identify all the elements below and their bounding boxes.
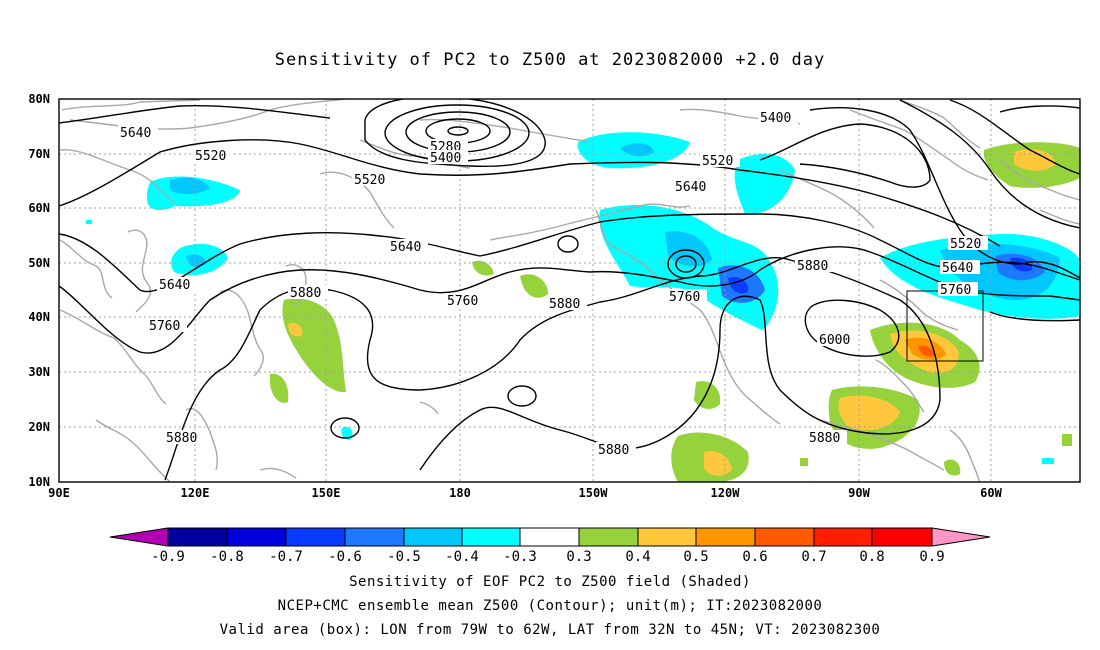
colorbar-bin bbox=[637, 527, 697, 547]
contour-label: 5520 bbox=[195, 149, 226, 164]
lat-label-70n: 70N bbox=[28, 147, 50, 161]
colorbar-right-arrow bbox=[931, 527, 991, 547]
contour-label: 5640 bbox=[675, 180, 706, 195]
colorbar-bin bbox=[344, 527, 405, 547]
colorbar-bin bbox=[813, 527, 873, 547]
contour-label: 5880 bbox=[549, 297, 580, 312]
colorbar-bin bbox=[167, 527, 228, 547]
contour-label: 5400 bbox=[760, 111, 791, 126]
colorbar-bin bbox=[226, 527, 287, 547]
lon-label-150w: 150W bbox=[579, 486, 609, 500]
footer-line-contour: NCEP+CMC ensemble mean Z500 (Contour); u… bbox=[277, 598, 823, 614]
lat-label-60n: 60N bbox=[28, 201, 50, 215]
lat-label-40n: 40N bbox=[28, 310, 50, 324]
colorbar-left-arrow bbox=[109, 527, 169, 547]
colorbar-label: 0.3 bbox=[566, 549, 591, 565]
coastlines bbox=[59, 99, 1080, 482]
colorbar-label: 0.5 bbox=[683, 549, 708, 565]
colorbar: -0.9 -0.8 -0.7 -0.6 -0.5 -0.4 -0.3 0.3 0… bbox=[109, 527, 991, 565]
lon-label-120e: 120E bbox=[181, 486, 210, 500]
colorbar-bin bbox=[578, 527, 639, 547]
colorbar-label: -0.7 bbox=[269, 549, 303, 565]
colorbar-bin bbox=[695, 527, 756, 547]
contour-label: 5640 bbox=[159, 278, 190, 293]
lat-label-80n: 80N bbox=[28, 92, 50, 106]
map-frame bbox=[58, 98, 1081, 483]
contour-label: 5760 bbox=[669, 290, 700, 305]
contour-label: 5880 bbox=[809, 431, 840, 446]
colorbar-bin bbox=[285, 527, 346, 547]
colorbar-bin bbox=[403, 527, 463, 547]
footer-line-shaded: Sensitivity of EOF PC2 to Z500 field (Sh… bbox=[349, 574, 751, 590]
contour-label: 6000 bbox=[819, 333, 850, 348]
contour-labels: 5640 5520 5520 5280 5400 5400 5520 5640 … bbox=[118, 110, 988, 458]
colorbar-bin bbox=[871, 527, 933, 547]
map-area bbox=[59, 99, 1080, 482]
lon-label-120w: 120W bbox=[711, 486, 741, 500]
contour-label: 5400 bbox=[430, 151, 461, 166]
contour-label: 5640 bbox=[942, 261, 973, 276]
contour-label: 5760 bbox=[447, 294, 478, 309]
colorbar-label: -0.8 bbox=[210, 549, 244, 565]
colorbar-label: -0.6 bbox=[328, 549, 362, 565]
contour-label: 5880 bbox=[797, 259, 828, 274]
colorbar-bin bbox=[754, 527, 815, 547]
colorbar-label: -0.9 bbox=[151, 549, 185, 565]
contour-label: 5520 bbox=[702, 154, 733, 169]
map-title: Sensitivity of PC2 to Z500 at 2023082000… bbox=[274, 50, 826, 70]
colorbar-bin bbox=[461, 527, 521, 547]
colorbar-label: -0.3 bbox=[503, 549, 537, 565]
colorbar-labels: -0.9 -0.8 -0.7 -0.6 -0.5 -0.4 -0.3 0.3 0… bbox=[151, 549, 945, 565]
contour-label: 5520 bbox=[354, 173, 385, 188]
latitude-labels: 80N 70N 60N 50N 40N 30N 20N 10N bbox=[28, 92, 50, 489]
lon-label-60w: 60W bbox=[980, 486, 1002, 500]
colorbar-label: 0.8 bbox=[859, 549, 884, 565]
lon-label-90w: 90W bbox=[848, 486, 870, 500]
lon-label-90e: 90E bbox=[48, 486, 70, 500]
colorbar-label: 0.4 bbox=[625, 549, 650, 565]
colorbar-label: 0.6 bbox=[742, 549, 767, 565]
lat-label-20n: 20N bbox=[28, 420, 50, 434]
contour-label: 5760 bbox=[940, 283, 971, 298]
contour-label: 5880 bbox=[290, 286, 321, 301]
lon-label-180: 180 bbox=[449, 486, 471, 500]
footer-line-valid-area: Valid area (box): LON from 79W to 62W, L… bbox=[219, 622, 881, 638]
contour-label: 5520 bbox=[950, 237, 981, 252]
contour-label: 5880 bbox=[166, 431, 197, 446]
longitude-labels: 90E 120E 150E 180 150W 120W 90W 60W bbox=[48, 486, 1002, 500]
lat-label-10n: 10N bbox=[28, 475, 50, 489]
lat-label-30n: 30N bbox=[28, 365, 50, 379]
contour-label: 5640 bbox=[390, 240, 421, 255]
colorbar-label: 0.7 bbox=[801, 549, 826, 565]
colorbar-label: -0.4 bbox=[445, 549, 479, 565]
colorbar-bin bbox=[519, 527, 580, 547]
lon-label-150e: 150E bbox=[312, 486, 341, 500]
contour-label: 5640 bbox=[120, 126, 151, 141]
lat-label-50n: 50N bbox=[28, 256, 50, 270]
colorbar-label: -0.5 bbox=[387, 549, 421, 565]
colorbar-label: 0.9 bbox=[919, 549, 944, 565]
z500-contours bbox=[59, 99, 1080, 481]
contour-label: 5760 bbox=[149, 319, 180, 334]
contour-label: 5880 bbox=[598, 443, 629, 458]
